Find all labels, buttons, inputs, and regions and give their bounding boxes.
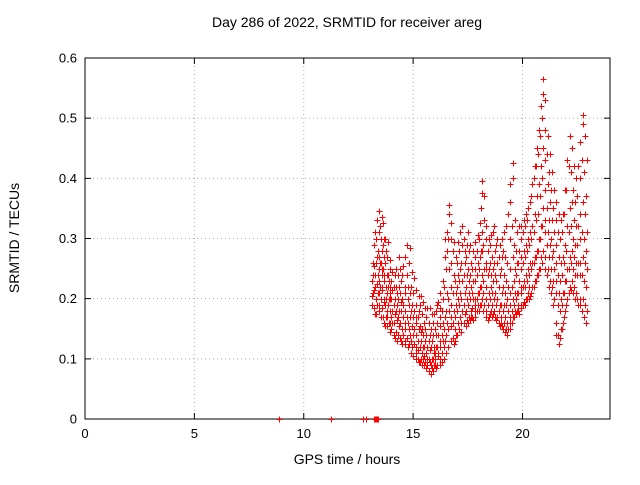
y-tick-label: 0.4 — [59, 171, 77, 186]
x-axis-label: GPS time / hours — [294, 451, 401, 467]
grid-lines — [85, 58, 610, 419]
x-tick-label: 15 — [406, 426, 420, 441]
x-tick-label: 20 — [515, 426, 529, 441]
y-axis-label: SRMTID / TECUs — [6, 183, 22, 293]
plot-border-and-ticks — [84, 57, 611, 420]
x-tick-label: 10 — [297, 426, 311, 441]
x-tick-label: 5 — [191, 426, 198, 441]
x-tick-label: 0 — [81, 426, 88, 441]
tick-labels: 0 5 10 15 20 0 0.1 0.2 0.3 0.4 0.5 0.6 — [59, 51, 530, 442]
y-tick-label: 0.5 — [59, 111, 77, 126]
y-tick-label: 0.3 — [59, 231, 77, 246]
y-tick-label: 0.2 — [59, 291, 77, 306]
y-tick-label: 0.1 — [59, 351, 77, 366]
y-tick-label: 0.6 — [59, 51, 77, 66]
data-points — [276, 76, 591, 423]
chart-title: Day 286 of 2022, SRMTID for receiver are… — [212, 14, 482, 30]
y-tick-label: 0 — [70, 412, 77, 427]
